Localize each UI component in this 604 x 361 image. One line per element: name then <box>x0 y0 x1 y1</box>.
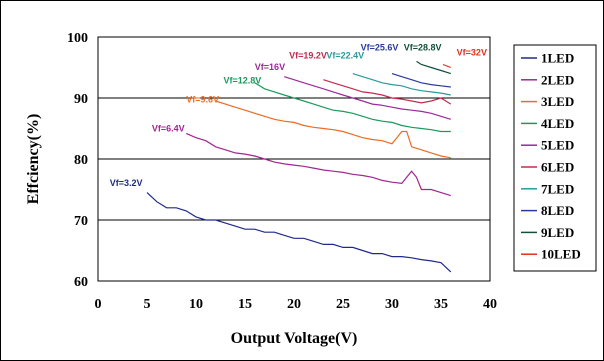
legend-label-8led: 8LED <box>541 203 574 218</box>
x-tick-label: 0 <box>95 297 102 312</box>
y-tick-label: 90 <box>74 92 88 107</box>
series-line-8led <box>391 73 451 88</box>
legend-label-2led: 2LED <box>541 72 574 87</box>
x-tick-label: 20 <box>287 297 301 312</box>
series-line-6led <box>323 79 452 105</box>
annotation-10led: Vf=32V <box>457 47 487 57</box>
series-annotations: Vf=3.2V Vf=6.4V Vf=9.6V Vf=12.8V Vf=16V Vf=19… <box>110 42 487 187</box>
series-line-4led <box>254 82 451 133</box>
legend-label-5led: 5LED <box>541 138 574 153</box>
annotation-5led: Vf=16V <box>255 62 285 72</box>
series-line-10led <box>442 63 452 69</box>
x-tick-label: 35 <box>434 297 448 312</box>
series-line-5led <box>284 76 451 120</box>
annotation-7led: Vf=22.4V <box>326 50 364 60</box>
legend-label-3led: 3LED <box>541 94 574 109</box>
y-tick-label: 60 <box>74 275 88 290</box>
annotation-2led: Vf=6.4V <box>152 124 185 134</box>
x-tick-label: 25 <box>336 297 350 312</box>
legend-label-10led: 10LED <box>541 247 581 262</box>
series-line-7led <box>352 73 451 96</box>
series-line-1led <box>146 192 452 273</box>
legend-label-9led: 9LED <box>541 225 574 240</box>
plot-area-frame <box>97 36 491 282</box>
x-tick-label: 30 <box>385 297 399 312</box>
y-axis-title: Effciency(%) <box>25 114 42 205</box>
y-tick-label: 70 <box>74 214 88 229</box>
x-tick-label: 15 <box>238 297 252 312</box>
tick-labels: 60 70 80 90 100 0 5 10 15 20 25 30 35 40 <box>67 31 497 312</box>
series-line-3led <box>215 100 451 159</box>
y-tick-label: 80 <box>74 153 88 168</box>
x-tick-label: 5 <box>144 297 151 312</box>
series-line-2led <box>185 132 451 197</box>
x-tick-label: 10 <box>189 297 203 312</box>
annotation-1led: Vf=3.2V <box>110 178 143 188</box>
legend-label-1led: 1LED <box>541 51 574 66</box>
legend-label-4led: 4LED <box>541 116 574 131</box>
annotation-6led: Vf=19.2V <box>289 50 327 60</box>
annotation-8led: Vf=25.6V <box>361 42 399 52</box>
series-line-9led <box>416 60 451 75</box>
legend-label-6led: 6LED <box>541 160 574 175</box>
y-tick-label: 100 <box>67 31 88 46</box>
annotation-9led: Vf=28.8V <box>404 42 442 52</box>
legend: 1LED 2LED 3LED 4LED 5LED 6LED 7LED 8LED 9LED 10LE… <box>513 44 597 272</box>
annotation-4led: Vf=12.8V <box>223 75 261 85</box>
series-lines <box>146 60 452 273</box>
legend-box <box>513 44 597 272</box>
annotation-3led: Vf=9.6V <box>186 94 219 104</box>
x-tick-label: 40 <box>483 297 497 312</box>
x-axis-title: Output Voltage(V) <box>231 330 358 347</box>
legend-label-7led: 7LED <box>541 181 574 196</box>
